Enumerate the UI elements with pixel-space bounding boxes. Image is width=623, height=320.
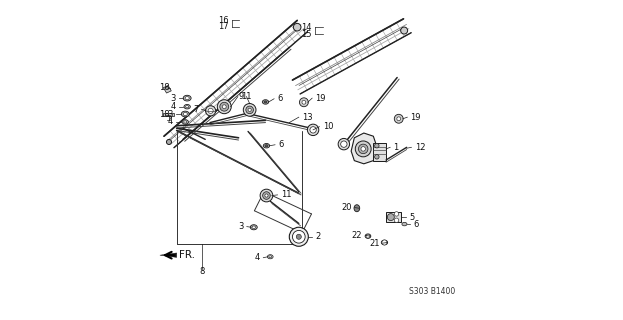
Text: 19: 19 — [411, 113, 421, 122]
Circle shape — [248, 108, 251, 111]
Text: 8: 8 — [199, 267, 205, 276]
Text: 3: 3 — [238, 222, 244, 231]
Text: 21: 21 — [369, 239, 379, 248]
Circle shape — [366, 234, 370, 238]
Text: 7: 7 — [193, 105, 198, 114]
Circle shape — [293, 23, 301, 31]
Text: 18: 18 — [159, 83, 169, 92]
Text: 22: 22 — [352, 231, 362, 240]
Ellipse shape — [265, 145, 268, 147]
Circle shape — [388, 214, 394, 220]
Text: FR.: FR. — [179, 250, 195, 260]
Circle shape — [307, 124, 319, 136]
Circle shape — [302, 100, 306, 104]
Circle shape — [338, 139, 350, 150]
Circle shape — [382, 240, 387, 245]
Ellipse shape — [252, 226, 255, 228]
Text: 15: 15 — [301, 29, 312, 39]
Ellipse shape — [269, 256, 272, 258]
Ellipse shape — [381, 240, 388, 245]
Circle shape — [394, 212, 399, 216]
Text: 18: 18 — [159, 110, 169, 119]
Text: 14: 14 — [301, 23, 312, 32]
Polygon shape — [160, 253, 177, 257]
Ellipse shape — [181, 111, 189, 117]
Text: 6: 6 — [277, 94, 283, 103]
FancyBboxPatch shape — [386, 212, 401, 222]
Text: S303 B1400: S303 B1400 — [409, 287, 455, 296]
Ellipse shape — [264, 101, 267, 103]
Ellipse shape — [185, 97, 189, 100]
Text: 10: 10 — [323, 122, 333, 131]
Ellipse shape — [183, 112, 188, 116]
Text: 12: 12 — [414, 143, 425, 152]
Text: 6: 6 — [414, 220, 419, 228]
Circle shape — [401, 27, 407, 34]
Ellipse shape — [264, 143, 270, 148]
Circle shape — [265, 194, 268, 197]
Polygon shape — [351, 133, 376, 164]
Ellipse shape — [250, 225, 257, 230]
Circle shape — [300, 98, 308, 107]
Text: 3: 3 — [168, 109, 173, 118]
Circle shape — [310, 127, 316, 133]
Text: 11: 11 — [281, 190, 291, 199]
Text: 4: 4 — [171, 102, 176, 111]
Circle shape — [289, 227, 308, 246]
Circle shape — [374, 155, 379, 159]
Circle shape — [244, 104, 256, 116]
Text: 16: 16 — [218, 16, 229, 25]
Circle shape — [292, 230, 305, 243]
Text: 9: 9 — [238, 92, 244, 101]
Circle shape — [341, 141, 347, 147]
Text: 20: 20 — [341, 203, 351, 212]
Polygon shape — [163, 85, 171, 93]
FancyBboxPatch shape — [373, 143, 386, 161]
Text: 13: 13 — [302, 113, 313, 122]
Circle shape — [361, 147, 366, 151]
Polygon shape — [163, 113, 174, 116]
Circle shape — [297, 234, 302, 239]
Circle shape — [394, 114, 403, 123]
Text: 5: 5 — [409, 212, 414, 222]
Circle shape — [206, 106, 216, 116]
Text: 11: 11 — [241, 92, 252, 101]
Circle shape — [208, 108, 213, 113]
Ellipse shape — [183, 95, 191, 101]
Circle shape — [263, 192, 270, 199]
Circle shape — [220, 102, 229, 111]
Text: 4: 4 — [255, 253, 260, 262]
Ellipse shape — [262, 100, 269, 104]
Ellipse shape — [267, 255, 273, 259]
Circle shape — [355, 141, 371, 157]
Ellipse shape — [186, 106, 189, 108]
Ellipse shape — [184, 121, 187, 123]
Ellipse shape — [402, 222, 407, 226]
Text: 4: 4 — [168, 117, 173, 126]
Text: 2: 2 — [316, 232, 321, 241]
Ellipse shape — [365, 234, 371, 238]
Ellipse shape — [354, 205, 359, 212]
Text: 6: 6 — [278, 140, 283, 149]
Ellipse shape — [182, 120, 188, 124]
Circle shape — [166, 140, 171, 145]
Circle shape — [217, 100, 231, 114]
Ellipse shape — [184, 105, 190, 109]
Text: 17: 17 — [218, 22, 229, 31]
Text: 19: 19 — [315, 94, 326, 103]
Circle shape — [394, 218, 399, 222]
Text: 1: 1 — [393, 143, 399, 152]
Circle shape — [222, 105, 226, 108]
Circle shape — [397, 117, 401, 121]
Circle shape — [374, 143, 379, 148]
Text: 3: 3 — [170, 94, 176, 103]
Circle shape — [260, 189, 273, 202]
Circle shape — [358, 144, 368, 154]
Circle shape — [246, 106, 254, 114]
